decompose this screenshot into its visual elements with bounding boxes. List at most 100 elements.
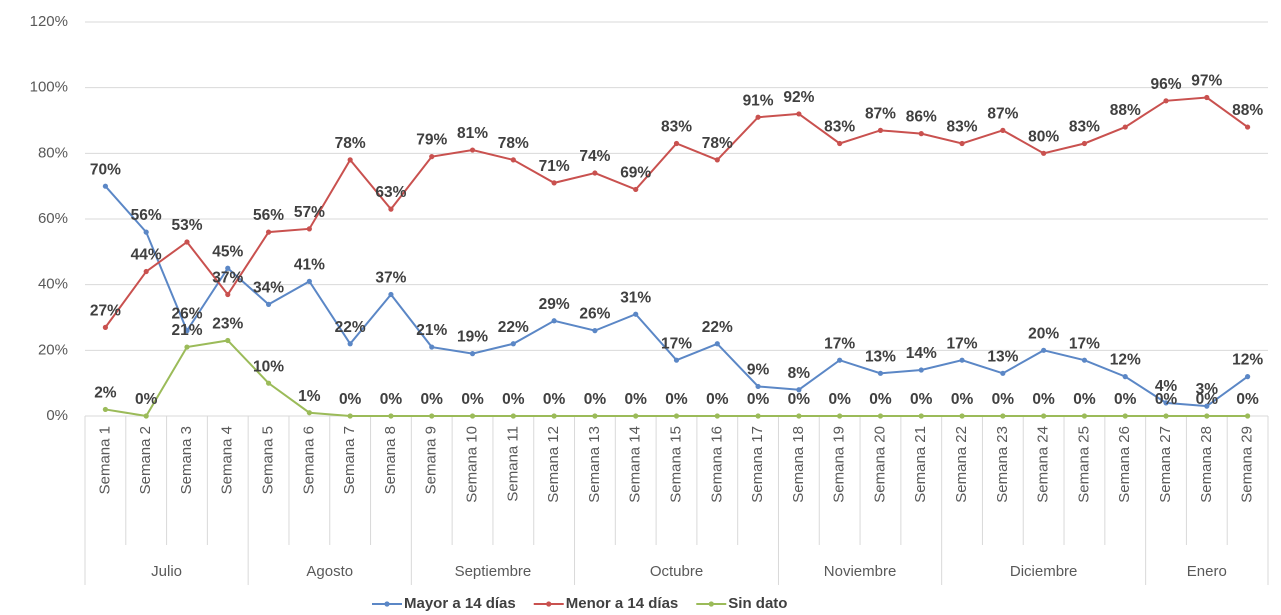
value-label: 83%	[1069, 119, 1100, 136]
value-label: 0%	[706, 391, 729, 408]
x-tick-label: Semana 7	[341, 426, 358, 494]
x-tick-label: Semana 5	[260, 426, 277, 494]
y-tick-label: 0%	[46, 407, 68, 424]
value-label: 92%	[783, 89, 814, 106]
point	[1081, 140, 1088, 147]
legend-marker	[546, 601, 552, 607]
point	[673, 140, 680, 147]
point	[918, 367, 924, 373]
x-tick-label: Semana 27	[1157, 426, 1174, 503]
value-label: 9%	[747, 362, 770, 379]
value-label: 80%	[1028, 128, 1059, 145]
value-label: 21%	[416, 322, 447, 339]
group-label: Agosto	[306, 563, 353, 580]
value-label: 14%	[906, 345, 937, 362]
x-tick-label: Semana 17	[749, 426, 766, 503]
value-label: 8%	[788, 365, 811, 382]
x-tick-label: Semana 29	[1239, 426, 1256, 503]
value-label: 27%	[90, 302, 121, 319]
point	[1000, 413, 1006, 419]
point	[1041, 150, 1047, 156]
value-label: 22%	[702, 319, 733, 336]
point	[225, 265, 231, 271]
value-label: 87%	[987, 105, 1018, 122]
y-tick-label: 80%	[38, 144, 68, 161]
value-label: 34%	[253, 279, 284, 296]
point	[714, 157, 720, 163]
value-label: 0%	[1073, 391, 1096, 408]
point	[796, 387, 802, 393]
point	[265, 229, 272, 235]
x-tick-label: Semana 3	[178, 426, 195, 494]
y-tick-label: 120%	[30, 13, 68, 30]
legend-label: Sin dato	[728, 595, 787, 612]
value-label: 0%	[910, 391, 933, 408]
point	[918, 131, 924, 137]
value-label: 81%	[457, 125, 488, 142]
value-label: 17%	[947, 335, 978, 352]
point	[633, 413, 639, 419]
point	[551, 318, 557, 324]
x-tick-label: Semana 10	[464, 426, 481, 503]
point	[1081, 357, 1088, 363]
point	[1122, 374, 1128, 380]
point	[755, 114, 761, 120]
value-label: 0%	[828, 391, 851, 408]
x-tick-label: Semana 11	[504, 426, 521, 502]
x-tick-label: Semana 26	[1116, 426, 1133, 503]
point	[551, 413, 557, 419]
value-label: 0%	[584, 391, 607, 408]
value-label: 74%	[579, 148, 610, 165]
value-label: 0%	[1196, 391, 1219, 408]
legend-marker	[384, 601, 390, 607]
point	[959, 140, 965, 147]
point	[837, 413, 843, 419]
point	[918, 413, 924, 419]
x-tick-label: Semana 2	[137, 426, 154, 494]
value-label: 0%	[665, 391, 688, 408]
value-label: 79%	[416, 132, 447, 149]
value-label: 23%	[212, 316, 243, 333]
point	[347, 157, 353, 163]
value-label: 4%	[1155, 378, 1178, 395]
value-label: 0%	[992, 391, 1015, 408]
point	[469, 351, 476, 357]
point	[837, 140, 843, 147]
legend-marker	[708, 601, 714, 607]
x-tick-label: Semana 14	[627, 426, 644, 503]
value-label: 22%	[335, 319, 366, 336]
point	[143, 229, 149, 235]
point	[796, 111, 802, 117]
value-label: 2%	[94, 385, 117, 402]
x-tick-label: Semana 18	[790, 426, 807, 503]
point	[143, 268, 149, 275]
point	[510, 157, 516, 163]
point	[755, 413, 761, 419]
value-label: 78%	[702, 135, 733, 152]
value-label: 0%	[543, 391, 566, 408]
value-label: 13%	[865, 348, 896, 365]
value-label: 0%	[1114, 391, 1137, 408]
point	[1122, 413, 1128, 419]
point	[592, 328, 598, 334]
value-label: 12%	[1232, 352, 1263, 369]
value-label: 41%	[294, 256, 325, 273]
value-label: 83%	[947, 119, 978, 136]
point	[1000, 127, 1006, 133]
x-tick-label: Semana 20	[871, 426, 888, 503]
point	[1122, 124, 1128, 130]
x-tick-label: Semana 6	[300, 426, 317, 494]
y-tick-label: 20%	[38, 341, 68, 358]
value-label: 56%	[253, 207, 284, 224]
value-label: 53%	[171, 217, 202, 234]
value-label: 22%	[498, 319, 529, 336]
point	[184, 239, 190, 245]
value-label: 0%	[747, 391, 770, 408]
point	[837, 357, 843, 363]
x-tick-label: Semana 24	[1035, 426, 1052, 503]
y-tick-label: 40%	[38, 276, 68, 293]
legend: Mayor a 14 días Menor a 14 días Sin dato	[372, 595, 787, 612]
point	[1163, 413, 1169, 419]
point	[225, 337, 231, 344]
